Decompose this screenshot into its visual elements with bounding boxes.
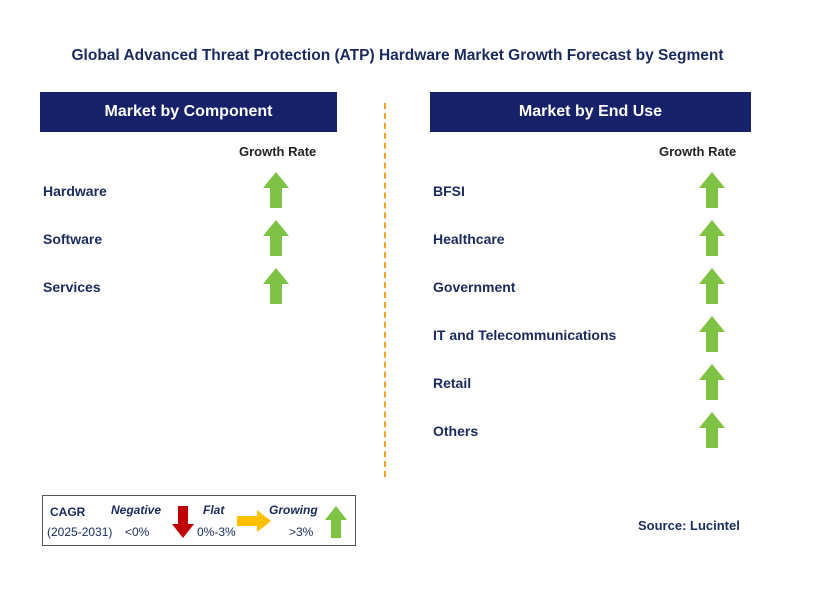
end-use-segment-label: IT and Telecommunications (433, 327, 617, 343)
legend-growing-value: >3% (289, 525, 314, 539)
growing-up-arrow-icon (263, 172, 289, 208)
cagr-legend: CAGR (2025-2031) Negative <0% Flat 0%-3%… (42, 495, 356, 546)
flat-right-arrow-icon (237, 510, 271, 532)
component-growth-rate-label: Growth Rate (239, 144, 317, 159)
growing-up-arrow-icon (699, 172, 725, 208)
legend-period: (2025-2031) (47, 525, 113, 539)
legend-negative-label: Negative (111, 503, 162, 517)
growing-up-arrow-icon (263, 268, 289, 304)
end-use-segment-label: Government (433, 279, 516, 295)
source-note: Source: Lucintel (638, 518, 740, 533)
chart-title: Global Advanced Threat Protection (ATP) … (71, 47, 724, 64)
growing-up-arrow-icon (699, 220, 725, 256)
component-segment-label: Hardware (43, 183, 107, 199)
end-use-segment-label: Others (433, 423, 479, 439)
component-panel-header: Market by Component (40, 92, 337, 132)
legend-negative-value: <0% (125, 525, 150, 539)
growing-up-arrow-icon (699, 316, 725, 352)
growing-up-arrow-icon (263, 220, 289, 256)
panel-divider (384, 103, 386, 477)
end-use-segment-label: Retail (433, 375, 472, 391)
end-use-growth-rate-label: Growth Rate (659, 144, 737, 159)
end-use-segment-label: Healthcare (433, 231, 505, 247)
legend-cagr-label: CAGR (50, 505, 86, 519)
legend-flat-label: Flat (203, 503, 225, 517)
legend-flat-value: 0%-3% (197, 525, 236, 539)
growing-up-arrow-icon (699, 412, 725, 448)
growing-up-arrow-icon (325, 506, 347, 538)
end-use-panel-header: Market by End Use (430, 92, 751, 132)
negative-down-arrow-icon (172, 506, 194, 538)
growing-up-arrow-icon (699, 268, 725, 304)
component-segment-label: Software (43, 231, 103, 247)
component-segment-label: Services (43, 279, 101, 295)
legend-growing-label: Growing (269, 503, 318, 517)
growing-up-arrow-icon (699, 364, 725, 400)
end-use-segment-label: BFSI (433, 183, 465, 199)
